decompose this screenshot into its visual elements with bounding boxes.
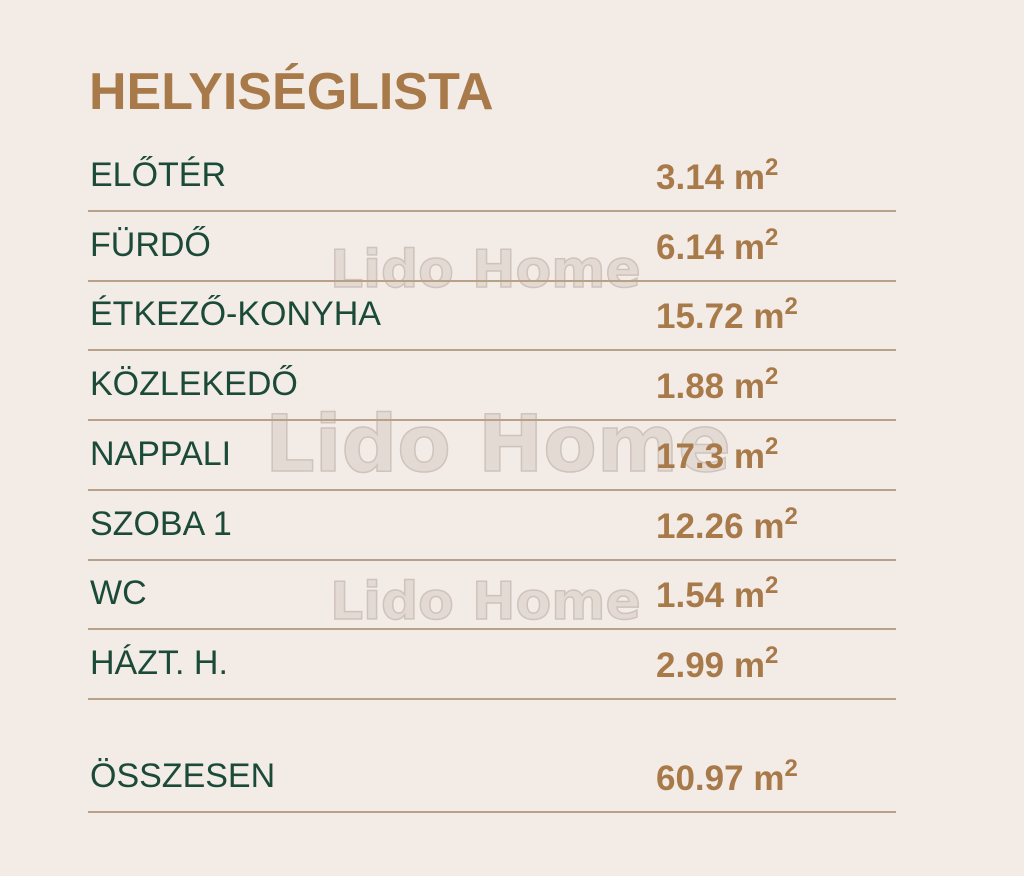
room-name: SZOBA 1 xyxy=(90,504,232,543)
list-item: HÁZT. H. 2.99 m2 xyxy=(88,630,896,700)
room-name: ELŐTÉR xyxy=(90,156,227,194)
unit-exponent: 2 xyxy=(784,293,798,321)
unit: m xyxy=(753,297,785,337)
list-item: KÖZLEKEDŐ 1.88 m2 xyxy=(88,351,896,422)
unit: m xyxy=(733,367,765,407)
unit-exponent: 2 xyxy=(784,502,798,530)
list-item: WC 1.54 m2 xyxy=(88,560,896,631)
unit: m xyxy=(733,158,765,197)
unit: m xyxy=(753,758,785,798)
room-name: WC xyxy=(90,574,147,613)
room-name: FÜRDŐ xyxy=(90,225,211,264)
page-title: HELYISÉGLISTA xyxy=(89,63,494,121)
area-value: 15.72 xyxy=(656,297,744,337)
unit-exponent: 2 xyxy=(764,223,779,251)
unit: m xyxy=(733,436,765,476)
list-item: ELŐTÉR 3.14 m2 xyxy=(88,142,896,212)
room-area: 1.88 m2 xyxy=(656,363,778,407)
unit: m xyxy=(753,506,785,546)
total-row: ÖSSZESEN 60.97 m2 xyxy=(88,743,896,813)
room-area: 2.99 m2 xyxy=(656,642,778,686)
room-area: 6.14 m2 xyxy=(656,224,778,268)
list-item: ÉTKEZŐ-KONYHA 15.72 m2 xyxy=(88,281,896,352)
unit-exponent: 2 xyxy=(764,363,779,391)
room-name: KÖZLEKEDŐ xyxy=(90,365,298,404)
room-name: ÖSSZESEN xyxy=(90,756,276,795)
list-item: FÜRDŐ 6.14 m2 xyxy=(88,212,896,282)
unit-exponent: 2 xyxy=(764,432,779,460)
unit: m xyxy=(733,227,765,267)
unit: m xyxy=(733,576,765,616)
room-area: 3.14 m2 xyxy=(656,154,778,198)
area-value: 17.3 xyxy=(656,436,725,476)
room-area: 60.97 m2 xyxy=(656,755,798,799)
list-item: NAPPALI 17.3 m2 xyxy=(88,421,896,491)
area-value: 2.99 xyxy=(656,645,725,685)
area-value: 6.14 xyxy=(656,227,725,267)
area-value: 60.97 xyxy=(656,758,744,798)
unit-exponent: 2 xyxy=(764,572,779,600)
area-value: 12.26 xyxy=(656,506,744,546)
room-area: 12.26 m2 xyxy=(656,503,798,547)
list-item: SZOBA 1 12.26 m2 xyxy=(88,491,896,561)
room-area: 17.3 m2 xyxy=(656,433,778,477)
room-area: 1.54 m2 xyxy=(656,572,778,616)
unit: m xyxy=(733,645,765,685)
area-value: 1.54 xyxy=(656,576,725,616)
area-value: 3.14 xyxy=(656,158,725,197)
area-value: 1.88 xyxy=(656,367,725,407)
room-name: HÁZT. H. xyxy=(90,643,228,682)
unit-exponent: 2 xyxy=(764,641,779,669)
room-name: ÉTKEZŐ-KONYHA xyxy=(90,295,381,334)
unit-exponent: 2 xyxy=(784,754,798,782)
room-area: 15.72 m2 xyxy=(656,293,798,337)
room-name: NAPPALI xyxy=(90,434,232,473)
unit-exponent: 2 xyxy=(764,154,779,181)
